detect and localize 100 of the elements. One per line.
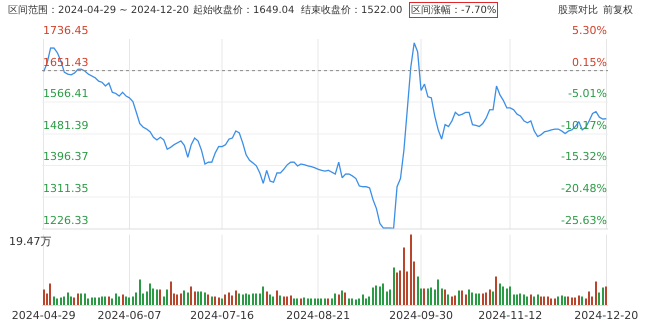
bar	[351, 298, 353, 305]
bar	[427, 288, 429, 305]
bar	[530, 294, 532, 305]
bar	[122, 294, 124, 305]
bar	[471, 292, 473, 305]
bar	[365, 298, 367, 305]
bar	[218, 297, 220, 305]
bar	[403, 247, 405, 305]
bar	[248, 294, 250, 305]
bar	[578, 295, 580, 305]
y2-tick-label: 5.30%	[572, 24, 607, 37]
bar	[190, 286, 192, 305]
bar	[180, 293, 182, 305]
bar	[108, 296, 110, 305]
x-tick-label: 2024-12-20	[574, 309, 638, 322]
bar	[290, 295, 292, 305]
x-tick-label: 2024-07-16	[190, 309, 254, 322]
bar	[561, 295, 563, 305]
bar	[262, 286, 264, 305]
bar	[554, 298, 556, 305]
bar	[286, 296, 288, 305]
bar	[344, 292, 346, 305]
bar	[485, 292, 487, 305]
bar	[104, 296, 106, 305]
bar	[73, 297, 75, 305]
bar	[300, 298, 302, 305]
bar	[204, 292, 206, 305]
bar	[574, 297, 576, 305]
y-tick-label: 1396.37	[43, 150, 88, 163]
bar	[334, 293, 336, 305]
x-tick-label: 2024-04-29	[12, 309, 76, 322]
bar	[375, 285, 377, 305]
bar	[166, 289, 168, 305]
bar	[94, 297, 96, 305]
bar	[170, 281, 172, 305]
bar	[231, 295, 233, 305]
bar	[492, 291, 494, 305]
bar	[502, 286, 504, 305]
bar	[348, 298, 350, 305]
bar	[187, 292, 189, 305]
bar	[56, 298, 58, 305]
bar	[228, 292, 230, 305]
bar	[238, 293, 240, 305]
bar	[283, 296, 285, 305]
x-tick-label: 2024-11-12	[478, 309, 542, 322]
bar	[557, 296, 559, 305]
bar	[70, 296, 72, 305]
y-tick-label: 1311.35	[43, 182, 88, 195]
y-tick-label: 1566.41	[43, 87, 88, 100]
bar	[379, 286, 381, 305]
bar	[245, 293, 247, 305]
bar	[211, 296, 213, 305]
bar	[458, 290, 460, 305]
bar	[372, 287, 374, 305]
x-tick-label: 2024-09-30	[389, 309, 454, 322]
bar	[489, 289, 491, 305]
bar	[598, 292, 600, 305]
bar	[447, 294, 449, 305]
text: 结束收盘价：1522.00	[301, 4, 402, 16]
bar	[430, 287, 432, 305]
bar	[242, 294, 244, 305]
bar	[176, 294, 178, 305]
bar	[276, 290, 278, 305]
bar	[314, 298, 316, 305]
y-tick-label: 1736.45	[43, 24, 88, 37]
bar	[139, 279, 141, 305]
bar	[224, 294, 226, 305]
bar	[255, 293, 257, 305]
bar	[118, 296, 120, 305]
bar	[410, 234, 412, 305]
text: 区间范围：2024-04-29 ~ 2024-12-20	[8, 4, 189, 16]
bar	[567, 296, 569, 305]
x-tick-label: 2024-06-07	[98, 309, 162, 322]
bar	[272, 296, 274, 305]
bar	[156, 289, 158, 305]
text: 起始收盘价：1649.04	[193, 4, 294, 16]
bar	[101, 296, 103, 305]
bar	[49, 283, 51, 305]
y2-tick-label: -25.63%	[561, 214, 607, 227]
bar	[200, 291, 202, 305]
bar	[540, 296, 542, 305]
bar	[588, 291, 590, 305]
text: 区间涨幅：-7.70%	[411, 4, 496, 16]
bar	[149, 283, 151, 305]
bar	[386, 291, 388, 305]
text: 前复权	[603, 4, 633, 16]
bar	[451, 296, 453, 305]
bar	[303, 297, 305, 305]
bar	[550, 298, 552, 305]
bar	[499, 283, 501, 305]
bar	[519, 293, 521, 305]
bar	[516, 294, 518, 305]
annotation: 19.47万	[9, 235, 52, 248]
bar	[269, 294, 271, 305]
bar	[461, 290, 463, 305]
bar	[125, 296, 127, 305]
bar	[595, 281, 597, 305]
bar	[602, 287, 604, 305]
y2-tick-label: -15.32%	[561, 150, 607, 163]
bar	[417, 276, 419, 305]
